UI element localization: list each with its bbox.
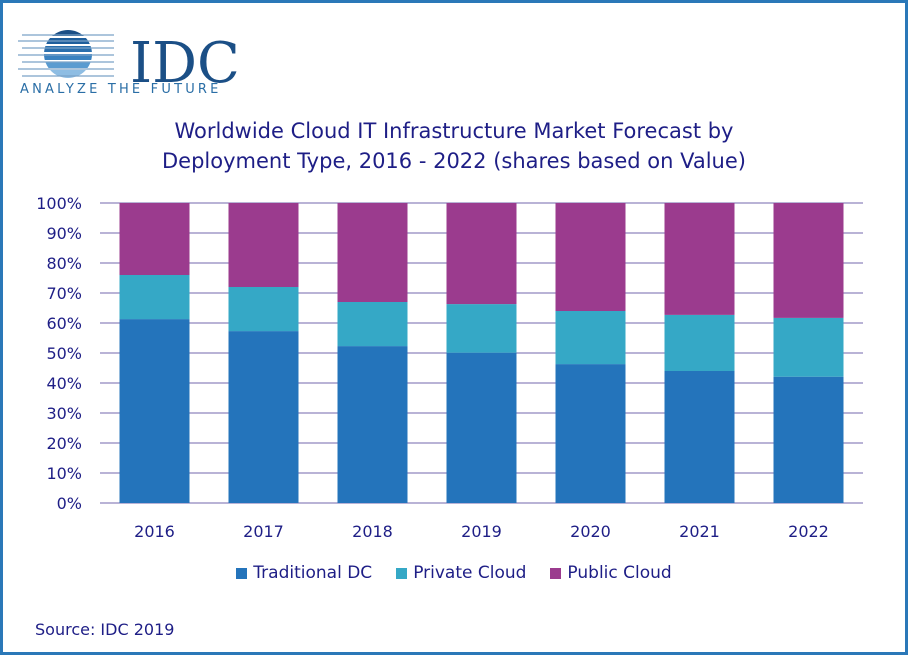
bar-public-cloud-2016 <box>119 203 190 275</box>
y-tick-label: 10% <box>46 464 82 483</box>
bar-public-cloud-2021 <box>664 203 735 315</box>
chart-title-line-1: Worldwide Cloud IT Infrastructure Market… <box>174 119 734 143</box>
bar-public-cloud-2020 <box>555 203 626 311</box>
legend-swatch <box>236 567 248 579</box>
bar-private-cloud-2020 <box>555 311 626 365</box>
legend-label: Traditional DC <box>253 563 373 583</box>
bar-public-cloud-2022 <box>773 203 844 318</box>
bar-traditional-dc-2020 <box>555 364 626 503</box>
bar-traditional-dc-2021 <box>664 371 735 503</box>
x-tick-label: 2020 <box>570 522 611 541</box>
bar-traditional-dc-2018 <box>337 346 408 503</box>
logo-tagline: ANALYZE THE FUTURE <box>20 82 222 97</box>
y-axis-ticks: 0% 10% 20% 30% 40% 50% 60% 70% 80% 90% 100% <box>36 194 82 513</box>
x-tick-label: 2018 <box>352 522 393 541</box>
bar-private-cloud-2022 <box>773 317 844 377</box>
y-tick-label: 20% <box>46 434 82 453</box>
source-note: Source: IDC 2019 <box>35 620 175 639</box>
x-tick-label: 2016 <box>134 522 175 541</box>
bar-private-cloud-2016 <box>119 275 190 320</box>
bar-public-cloud-2018 <box>337 203 408 302</box>
x-tick-label: 2019 <box>461 522 502 541</box>
legend-label: Public Cloud <box>567 563 672 583</box>
legend-item-public-cloud: Public Cloud <box>550 563 672 583</box>
legend-swatch <box>550 567 562 579</box>
chart-title: Worldwide Cloud IT Infrastructure Market… <box>100 116 808 176</box>
legend-item-private-cloud: Private Cloud <box>396 563 526 583</box>
bar-public-cloud-2019 <box>446 203 517 305</box>
bars <box>119 203 844 503</box>
y-tick-label: 30% <box>46 404 82 423</box>
bar-private-cloud-2019 <box>446 304 517 353</box>
bar-traditional-dc-2017 <box>228 331 299 503</box>
y-tick-label: 100% <box>36 194 82 213</box>
bar-traditional-dc-2019 <box>446 352 517 503</box>
bar-private-cloud-2018 <box>337 302 408 347</box>
legend: Traditional DC Private Cloud Public Clou… <box>0 563 908 583</box>
legend-label: Private Cloud <box>413 563 527 583</box>
bar-traditional-dc-2022 <box>773 376 844 503</box>
bar-public-cloud-2017 <box>228 203 299 287</box>
legend-item-traditional-dc: Traditional DC <box>236 563 372 583</box>
legend-swatch <box>396 567 408 579</box>
y-tick-label: 60% <box>46 314 82 333</box>
y-tick-label: 50% <box>46 344 82 363</box>
globe-logo-icon <box>18 30 114 78</box>
x-tick-label: 2017 <box>243 522 284 541</box>
y-tick-label: 80% <box>46 254 82 273</box>
bar-traditional-dc-2016 <box>119 319 190 503</box>
y-tick-label: 0% <box>57 494 82 513</box>
x-tick-label: 2022 <box>788 522 829 541</box>
y-tick-label: 40% <box>46 374 82 393</box>
bar-private-cloud-2017 <box>228 287 299 332</box>
idc-logo: IDC ANALYZE THE FUTURE <box>18 24 240 97</box>
x-tick-label: 2021 <box>679 522 720 541</box>
logo-wordmark: IDC <box>130 31 240 96</box>
y-tick-label: 70% <box>46 284 82 303</box>
bar-private-cloud-2021 <box>664 314 735 371</box>
y-tick-label: 90% <box>46 224 82 243</box>
x-axis-ticks: 2016 2017 2018 2019 2020 2021 2022 <box>134 522 829 541</box>
chart-title-line-2: Deployment Type, 2016 - 2022 (shares bas… <box>162 149 746 173</box>
